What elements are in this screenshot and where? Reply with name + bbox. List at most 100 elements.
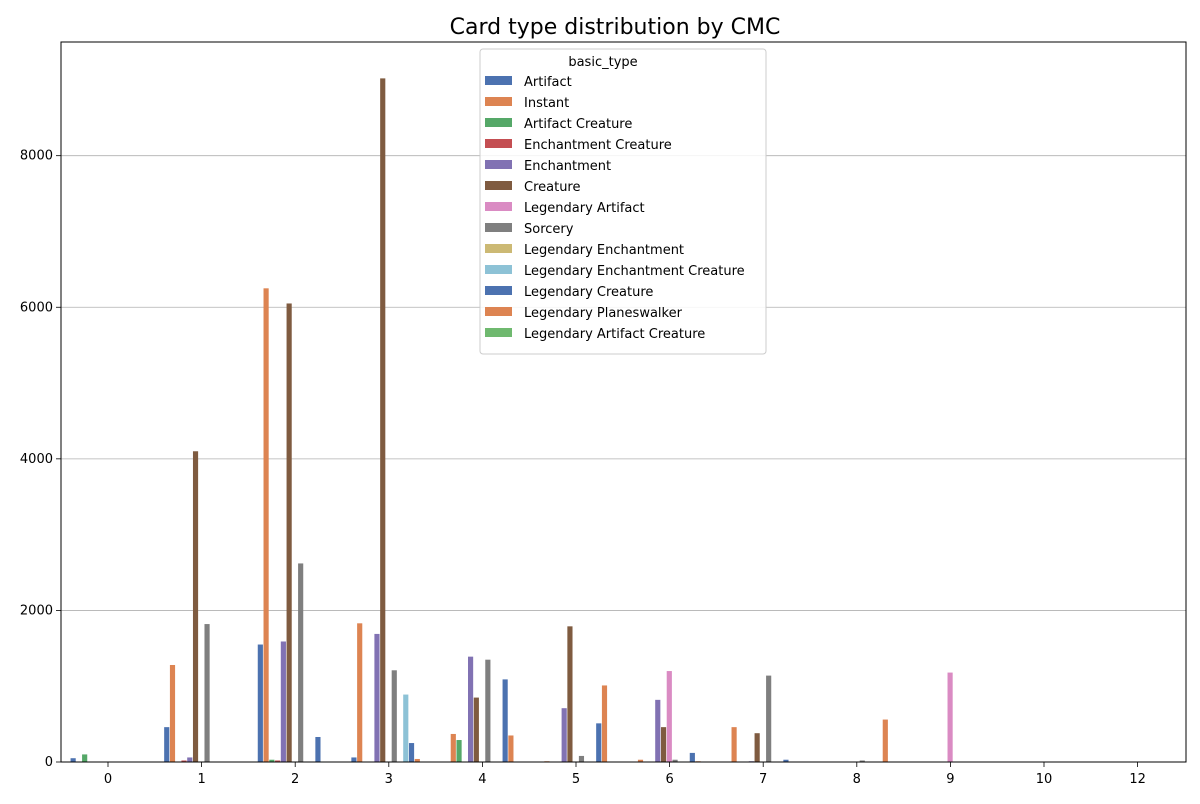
- bar: [882, 719, 888, 762]
- x-tick-label: 10: [1036, 772, 1053, 787]
- legend-entry: Enchantment: [524, 159, 611, 174]
- legend-swatch: [485, 160, 512, 169]
- legend-entry: Legendary Enchantment: [524, 243, 684, 258]
- x-tick-label: 6: [665, 772, 673, 787]
- bar: [204, 624, 210, 762]
- x-tick-label: 2: [291, 772, 299, 787]
- plot-frame: [60, 41, 1187, 763]
- bar: [561, 708, 567, 762]
- legend-swatch: [485, 286, 512, 295]
- legend-swatch: [485, 181, 512, 190]
- bar: [731, 727, 737, 762]
- legend-title: basic_type: [568, 55, 637, 70]
- bar: [508, 735, 514, 762]
- x-tick-label: 3: [385, 772, 393, 787]
- legend-entry: Artifact: [524, 75, 572, 90]
- bar: [672, 759, 678, 762]
- bar: [754, 733, 760, 762]
- chart-title: Card type distribution by CMC: [450, 15, 781, 40]
- bar: [275, 760, 281, 762]
- bar: [298, 563, 304, 762]
- bar: [947, 672, 953, 762]
- bar: [408, 743, 415, 762]
- legend-swatch: [485, 118, 512, 127]
- bar: [468, 656, 474, 762]
- bar: [181, 760, 187, 762]
- legend-entry: Legendary Enchantment Creature: [524, 264, 745, 279]
- bar: [82, 754, 88, 762]
- legend-swatch: [485, 223, 512, 232]
- bar: [286, 303, 292, 762]
- x-tick-label: 12: [1129, 772, 1146, 787]
- legend-entry: Artifact Creature: [524, 117, 632, 132]
- legend-entry: Sorcery: [524, 222, 574, 237]
- bar: [269, 759, 275, 762]
- bars: [70, 78, 953, 762]
- legend: basic_type Artifact Instant Artifact Creatu…: [479, 48, 767, 355]
- legend-swatch: [485, 139, 512, 148]
- legend-swatch: [485, 328, 512, 337]
- legend-entry: Instant: [524, 96, 569, 111]
- y-tick-label: 4000: [20, 452, 53, 467]
- bar: [187, 757, 193, 762]
- bar: [70, 758, 76, 762]
- legend-swatch: [485, 307, 512, 316]
- legend-entry: Legendary Artifact Creature: [524, 327, 705, 342]
- bar: [637, 759, 644, 762]
- bar: [689, 752, 695, 762]
- bar: [164, 727, 170, 762]
- legend-swatch: [485, 244, 512, 253]
- x-tick-label: 5: [572, 772, 580, 787]
- legend-swatch: [485, 76, 512, 85]
- bar: [414, 758, 420, 762]
- bar: [403, 694, 409, 762]
- bar: [783, 759, 789, 762]
- bar: [380, 78, 386, 762]
- bar: [473, 697, 479, 762]
- bar: [263, 288, 269, 762]
- x-tick-label: 0: [104, 772, 112, 787]
- legend-box: [479, 48, 767, 355]
- bar: [660, 727, 667, 762]
- legend-entry: Legendary Artifact: [524, 201, 645, 216]
- x-tick-label: 7: [759, 772, 767, 787]
- y-tick-label: 2000: [20, 603, 53, 618]
- legend-swatch: [485, 97, 512, 106]
- y-tick-label: 8000: [20, 149, 53, 164]
- legend-swatch: [485, 265, 512, 274]
- bar: [766, 675, 772, 762]
- bar: [450, 733, 456, 762]
- bar: [391, 670, 397, 762]
- bar: [567, 626, 573, 762]
- bar: [502, 679, 508, 762]
- x-tick-label: 4: [478, 772, 486, 787]
- legend-entry: Legendary Creature: [524, 285, 653, 300]
- bar: [280, 641, 286, 762]
- bar: [351, 757, 357, 762]
- legend-entry: Creature: [524, 180, 581, 195]
- bar: [601, 685, 608, 762]
- bar: [578, 755, 585, 762]
- bar: [666, 671, 672, 762]
- bar: [485, 659, 491, 762]
- bar: [374, 633, 380, 762]
- legend-entry: Enchantment Creature: [524, 138, 672, 153]
- bar: [456, 740, 462, 762]
- bar: [596, 723, 602, 762]
- bar: [257, 644, 263, 762]
- x-tick-label: 8: [853, 772, 861, 787]
- bar: [655, 699, 661, 762]
- bar: [315, 736, 321, 762]
- bar: [192, 451, 199, 762]
- bar: [169, 664, 176, 762]
- bar: [357, 623, 363, 762]
- y-tick-label: 0: [45, 755, 53, 770]
- legend-entry: Legendary Planeswalker: [524, 306, 683, 321]
- legend-swatch: [485, 202, 512, 211]
- x-tick-label: 9: [946, 772, 954, 787]
- bar: [859, 760, 865, 762]
- y-tick-label: 6000: [20, 300, 53, 315]
